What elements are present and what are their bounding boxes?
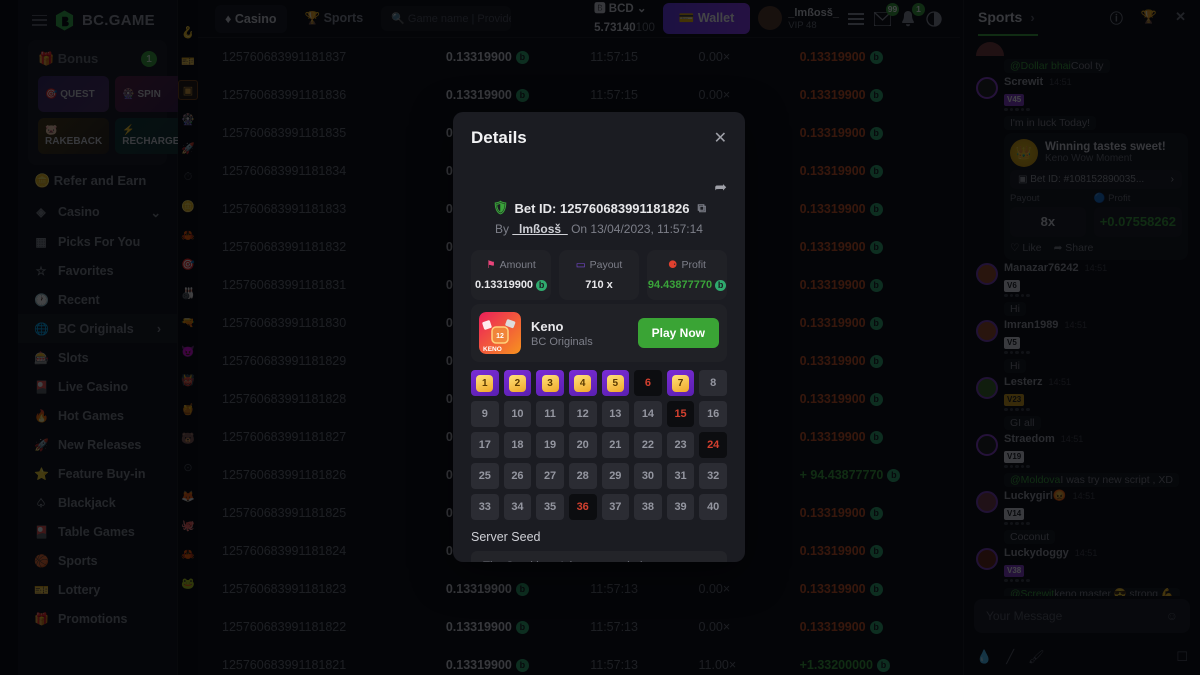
svg-text:12: 12 — [496, 333, 504, 340]
svg-text:KENO: KENO — [483, 346, 502, 353]
